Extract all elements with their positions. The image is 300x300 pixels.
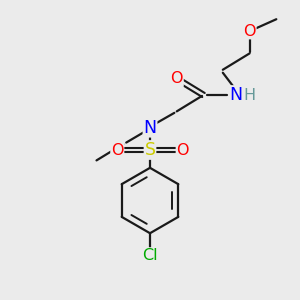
Text: N: N xyxy=(230,86,243,104)
Text: O: O xyxy=(176,142,189,158)
Text: O: O xyxy=(111,142,124,158)
Text: H: H xyxy=(244,88,256,103)
Text: O: O xyxy=(170,71,183,86)
Text: Cl: Cl xyxy=(142,248,158,263)
Text: N: N xyxy=(143,119,157,137)
Text: S: S xyxy=(145,141,155,159)
Text: O: O xyxy=(243,24,256,39)
